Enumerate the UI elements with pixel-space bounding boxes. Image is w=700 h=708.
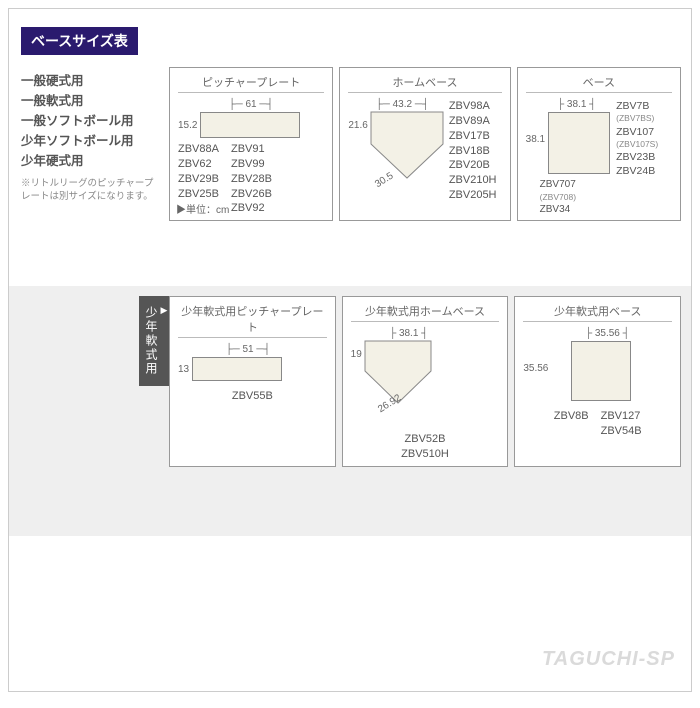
code: ZBV7B bbox=[616, 99, 658, 113]
pitcher-plate-shape bbox=[192, 357, 282, 381]
code: ZBV99 bbox=[231, 157, 272, 172]
title-bar: ベースサイズ表 bbox=[21, 27, 138, 55]
code: ZBV18B bbox=[449, 144, 497, 159]
code: ZBV107 bbox=[616, 125, 658, 139]
code: ZBV98A bbox=[449, 99, 497, 114]
dim-width: ├ 35.56 ┤ bbox=[575, 328, 639, 339]
codes-right: ZBV7B (ZBV7BS) ZBV107 (ZBV107S) ZBV23B Z… bbox=[616, 99, 658, 216]
panel-title: ベース bbox=[526, 74, 672, 93]
code: ZBV20B bbox=[449, 158, 497, 173]
code-sub: (ZBV708) bbox=[540, 192, 610, 203]
code: ZBV8B bbox=[554, 409, 589, 439]
panel-youth-pitcher: 少年軟式用ピッチャープレート ├─ 51 ─┤ 13 ZBV55B bbox=[169, 296, 336, 467]
code: ZBV707 bbox=[540, 178, 610, 192]
sidebar-item: 少年ソフトボール用 bbox=[21, 131, 161, 151]
panel-pitcher-plate: ピッチャープレート ├─ 61 ─┤ 15.2 ZBV88A ZBV62 ZBV… bbox=[169, 67, 333, 221]
code: ZBV88A bbox=[178, 142, 219, 157]
panel-title: 少年軟式用ピッチャープレート bbox=[178, 303, 327, 338]
sidebar-item: 一般軟式用 bbox=[21, 91, 161, 111]
code: ZBV127 bbox=[601, 409, 642, 424]
code: ZBV54B bbox=[601, 424, 642, 439]
dim-width: ├─ 51 ─┤ bbox=[200, 344, 296, 355]
code: ZBV26B bbox=[231, 187, 272, 202]
panel-title: ピッチャープレート bbox=[178, 74, 324, 93]
dim-h1: 21.6 bbox=[348, 120, 367, 180]
panel-title: 少年軟式用ホームベース bbox=[351, 303, 500, 322]
code: ZBV52B bbox=[351, 432, 500, 447]
codes: ZBV8B ZBV127 ZBV54B bbox=[523, 409, 672, 439]
unit-label: ▶単位：cm bbox=[176, 201, 229, 216]
codes: ZBV55B bbox=[178, 389, 327, 404]
code-sub: (ZBV107S) bbox=[616, 139, 658, 150]
row-top: 一般硬式用 一般軟式用 一般ソフトボール用 少年ソフトボール用 少年硬式用 ※リ… bbox=[9, 61, 691, 286]
dim-height: 13 bbox=[178, 364, 189, 375]
dim-width: ├ 38.1 ┤ bbox=[544, 99, 610, 110]
base-shape bbox=[571, 341, 631, 401]
dim-height: 38.1 bbox=[526, 134, 545, 174]
dim-width: ├─ 43.2 ─┤ bbox=[366, 99, 438, 110]
panel-home-base: ホームベース ├─ 43.2 ─┤ 21.6 30.5 ZBV98A ZBV89… bbox=[339, 67, 510, 221]
panel-base: ベース ├ 38.1 ┤ 38.1 ZBV707 (ZBV708) ZBV34 … bbox=[517, 67, 681, 221]
base-shape bbox=[548, 112, 610, 174]
code: ZBV62 bbox=[178, 157, 219, 172]
code: ZBV34 bbox=[540, 203, 610, 217]
code: ZBV24B bbox=[616, 164, 658, 178]
sidebar-item: 一般ソフトボール用 bbox=[21, 111, 161, 131]
panel-title: ホームベース bbox=[348, 74, 501, 93]
panel-youth-home: 少年軟式用ホームベース ├ 38.1 ┤ 19 26.92 ZBV52B ZBV… bbox=[342, 296, 509, 467]
code: ZBV17B bbox=[449, 129, 497, 144]
code: ZBV29B bbox=[178, 172, 219, 187]
code: ZBV55B bbox=[178, 389, 327, 404]
code: ZBV89A bbox=[449, 114, 497, 129]
code: ZBV91 bbox=[231, 142, 272, 157]
sidebar-item: 一般硬式用 bbox=[21, 71, 161, 91]
panel-youth-base: 少年軟式用ベース ├ 35.56 ┤ 35.56 ZBV8B ZBV127 ZB… bbox=[514, 296, 681, 467]
code: ZBV28B bbox=[231, 172, 272, 187]
code: ZBV23B bbox=[616, 150, 658, 164]
watermark-bottom: TAGUCHI-SP bbox=[542, 648, 675, 671]
dim-height: 15.2 bbox=[178, 120, 197, 131]
sidebar-item: 少年硬式用 bbox=[21, 151, 161, 171]
codes: ZBV98A ZBV89A ZBV17B ZBV18B ZBV20B ZBV21… bbox=[449, 99, 497, 203]
code: ZBV25B bbox=[178, 187, 219, 202]
panel-title: 少年軟式用ベース bbox=[523, 303, 672, 322]
dim-h1: 19 bbox=[351, 349, 362, 405]
code: ZBV510H bbox=[351, 447, 500, 462]
sidebar-note: ※リトルリーグのピッチャープレートは別サイズになります。 bbox=[21, 177, 161, 204]
pitcher-plate-shape bbox=[200, 112, 300, 138]
code-sub: (ZBV7BS) bbox=[616, 113, 658, 124]
row-bottom: 少年軟式用 少年軟式用ピッチャープレート ├─ 51 ─┤ 13 ZBV55B … bbox=[9, 286, 691, 536]
panels-bottom: 少年軟式用ピッチャープレート ├─ 51 ─┤ 13 ZBV55B 少年軟式用ホ… bbox=[169, 296, 681, 467]
codes-below: ZBV707 (ZBV708) ZBV34 bbox=[540, 178, 610, 216]
codes: ZBV52B ZBV510H bbox=[351, 432, 500, 462]
dim-width: ├ 38.1 ┤ bbox=[375, 328, 443, 339]
panels-top: ピッチャープレート ├─ 61 ─┤ 15.2 ZBV88A ZBV62 ZBV… bbox=[169, 67, 681, 221]
dim-height: 35.56 bbox=[523, 363, 548, 401]
dim-width: ├─ 61 ─┤ bbox=[196, 99, 306, 110]
code: ZBV210H bbox=[449, 173, 497, 188]
sidebar: 一般硬式用 一般軟式用 一般ソフトボール用 少年ソフトボール用 少年硬式用 ※リ… bbox=[21, 71, 161, 204]
outer-frame: TAGUCHI-SP ベースサイズ表 一般硬式用 一般軟式用 一般ソフトボール用… bbox=[8, 8, 692, 692]
code: ZBV205H bbox=[449, 188, 497, 203]
code: ZBV92 bbox=[231, 201, 272, 216]
